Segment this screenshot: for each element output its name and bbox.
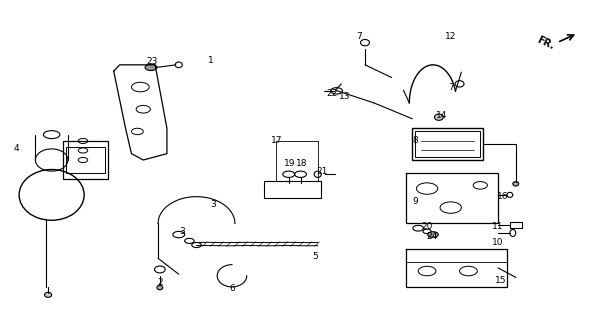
Text: 24: 24 — [426, 232, 437, 241]
Text: 2: 2 — [157, 278, 163, 287]
Text: 6: 6 — [229, 284, 235, 293]
Bar — [264, 180, 321, 198]
Text: 19: 19 — [283, 159, 295, 168]
Text: 10: 10 — [492, 238, 504, 247]
Text: 5: 5 — [312, 252, 318, 261]
Text: 17: 17 — [270, 136, 282, 146]
Text: 7: 7 — [356, 32, 362, 41]
Ellipse shape — [513, 181, 519, 186]
Circle shape — [145, 64, 157, 70]
Bar — [412, 128, 484, 160]
Text: 15: 15 — [495, 276, 507, 285]
Bar — [64, 141, 108, 179]
Text: 21: 21 — [317, 167, 328, 176]
Ellipse shape — [434, 114, 443, 120]
Text: 20: 20 — [421, 222, 433, 231]
Text: 18: 18 — [296, 159, 308, 168]
Text: FR.: FR. — [535, 34, 555, 51]
Text: 8: 8 — [412, 136, 418, 146]
Text: 1: 1 — [208, 56, 214, 65]
Text: 16: 16 — [497, 192, 508, 201]
Bar — [67, 147, 105, 173]
Text: 13: 13 — [339, 92, 350, 101]
Text: 11: 11 — [492, 222, 504, 231]
Text: 9: 9 — [412, 197, 418, 206]
Text: 3: 3 — [179, 227, 185, 236]
Text: 23: 23 — [147, 57, 158, 66]
Text: 7: 7 — [448, 83, 454, 92]
Circle shape — [428, 232, 438, 237]
Text: 14: 14 — [436, 111, 447, 120]
Text: 12: 12 — [445, 32, 456, 41]
Text: 3: 3 — [210, 200, 216, 209]
Ellipse shape — [157, 285, 163, 290]
Ellipse shape — [45, 292, 52, 297]
Bar — [415, 132, 481, 157]
Bar — [510, 222, 522, 228]
Text: 22: 22 — [326, 89, 337, 98]
Text: 4: 4 — [13, 144, 19, 153]
